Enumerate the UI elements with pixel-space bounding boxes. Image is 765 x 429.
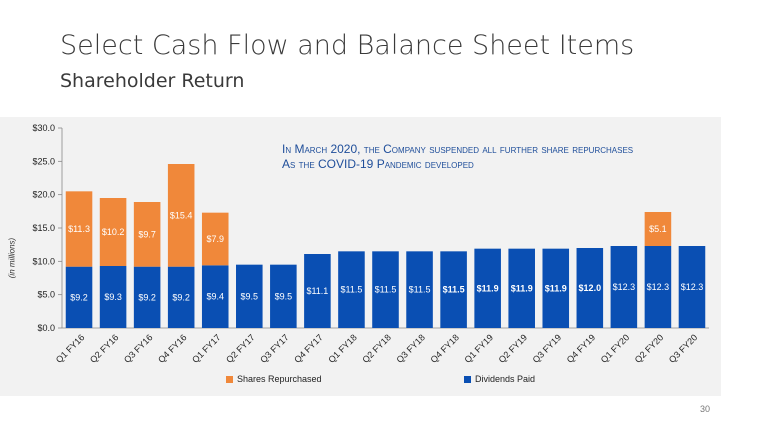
bar-dividends-paid — [440, 251, 467, 328]
x-tick-label: Q4 FY18 — [428, 332, 461, 365]
data-label-dividends: $11.5 — [341, 285, 363, 295]
x-tick-label: Q1 FY19 — [463, 332, 496, 365]
y-tick-label: $20.0 — [32, 190, 55, 200]
bar-dividends-paid — [474, 248, 501, 328]
x-tick-label: Q2 FY18 — [360, 332, 393, 365]
data-label-shares: $11.3 — [68, 224, 90, 234]
slide-subtitle: Shareholder Return — [60, 70, 245, 92]
x-tick-label: Q1 FY18 — [326, 332, 359, 365]
data-label-dividends: $12.3 — [681, 282, 704, 292]
data-label-shares: $10.2 — [102, 227, 125, 237]
legend-swatch-shares — [226, 376, 233, 383]
x-tick-label: Q1 FY20 — [599, 332, 632, 365]
data-label-dividends: $11.5 — [375, 285, 397, 295]
bar-dividends-paid — [304, 254, 331, 328]
x-tick-label: Q1 FY16 — [54, 332, 87, 365]
data-label-shares: $7.9 — [206, 234, 224, 244]
x-tick-label: Q4 FY16 — [156, 332, 189, 365]
bar-dividends-paid — [576, 248, 604, 328]
y-tick-label: $25.0 — [32, 156, 55, 166]
x-tick-label: Q2 FY17 — [224, 332, 257, 365]
data-label-shares: $15.4 — [170, 210, 193, 220]
repurchase-note: In March 2020, the Company suspended all… — [282, 142, 722, 172]
data-label-dividends: $11.9 — [511, 283, 533, 293]
bar-dividends-paid — [236, 264, 263, 328]
y-tick-label: $15.0 — [32, 223, 55, 233]
bar-shares-repurchased — [167, 164, 195, 267]
bar-shares-repurchased — [644, 212, 672, 246]
bar-shares-repurchased — [99, 198, 127, 266]
bar-shares-repurchased — [133, 202, 161, 267]
y-tick-label: $10.0 — [32, 256, 55, 266]
x-tick-label: Q3 FY18 — [394, 332, 427, 365]
legend-swatch-dividends — [464, 376, 471, 383]
x-tick-label: Q3 FY19 — [531, 332, 564, 365]
note-line-2: As the COVID-19 Pandemic developed — [282, 157, 474, 171]
bar-dividends-paid — [133, 266, 161, 328]
data-label-dividends: $11.5 — [443, 285, 465, 295]
bar-dividends-paid — [167, 266, 195, 328]
y-tick-label: $5.0 — [37, 290, 55, 300]
bar-dividends-paid — [406, 251, 433, 328]
x-tick-label: Q2 FY16 — [88, 332, 121, 365]
bar-dividends-paid — [610, 246, 638, 328]
bar-dividends-paid — [542, 248, 570, 328]
bar-dividends-paid — [644, 246, 672, 328]
slide-title: Select Cash Flow and Balance Sheet Items — [60, 30, 635, 61]
x-tick-label: Q3 FY16 — [122, 332, 155, 365]
bar-dividends-paid — [201, 265, 229, 328]
bar-dividends-paid — [508, 248, 535, 328]
bar-dividends-paid — [338, 251, 365, 328]
data-label-shares: $9.7 — [138, 229, 156, 239]
data-label-dividends: $9.4 — [206, 292, 224, 302]
bar-shares-repurchased — [201, 212, 229, 266]
data-label-dividends: $9.5 — [275, 291, 293, 301]
bar-shares-repurchased — [65, 191, 93, 267]
data-label-shares: $5.1 — [649, 224, 667, 234]
bar-dividends-paid — [99, 266, 127, 328]
data-label-dividends: $12.3 — [613, 282, 636, 292]
data-label-dividends: $12.0 — [579, 283, 602, 293]
legend-label-dividends: Dividends Paid — [475, 374, 535, 384]
bar-dividends-paid — [65, 266, 93, 328]
data-label-dividends: $9.5 — [241, 291, 259, 301]
x-tick-label: Q2 FY20 — [633, 332, 666, 365]
y-tick-label: $30.0 — [32, 123, 55, 133]
page-number: 30 — [700, 404, 711, 414]
data-label-dividends: $11.5 — [409, 285, 431, 295]
x-tick-label: Q3 FY20 — [667, 332, 700, 365]
data-label-dividends: $11.9 — [477, 283, 499, 293]
data-label-dividends: $12.3 — [647, 282, 670, 292]
x-tick-label: Q3 FY17 — [258, 332, 291, 365]
data-label-dividends: $9.2 — [70, 292, 88, 302]
x-tick-label: Q4 FY17 — [292, 332, 325, 365]
y-tick-label: $0.0 — [37, 323, 55, 333]
data-label-dividends: $11.9 — [545, 283, 567, 293]
data-label-dividends: $9.3 — [104, 292, 122, 302]
note-line-1: In March 2020, the Company suspended all… — [282, 142, 634, 156]
x-tick-label: Q4 FY19 — [565, 332, 598, 365]
data-label-dividends: $9.2 — [172, 292, 190, 302]
data-label-dividends: $11.1 — [306, 286, 328, 296]
x-tick-label: Q2 FY19 — [497, 332, 530, 365]
bar-dividends-paid — [678, 246, 706, 328]
legend-label-shares: Shares Repurchased — [237, 374, 322, 384]
data-label-dividends: $9.2 — [138, 292, 156, 302]
bar-dividends-paid — [372, 251, 399, 328]
bar-dividends-paid — [270, 264, 297, 328]
x-tick-label: Q1 FY17 — [190, 332, 223, 365]
